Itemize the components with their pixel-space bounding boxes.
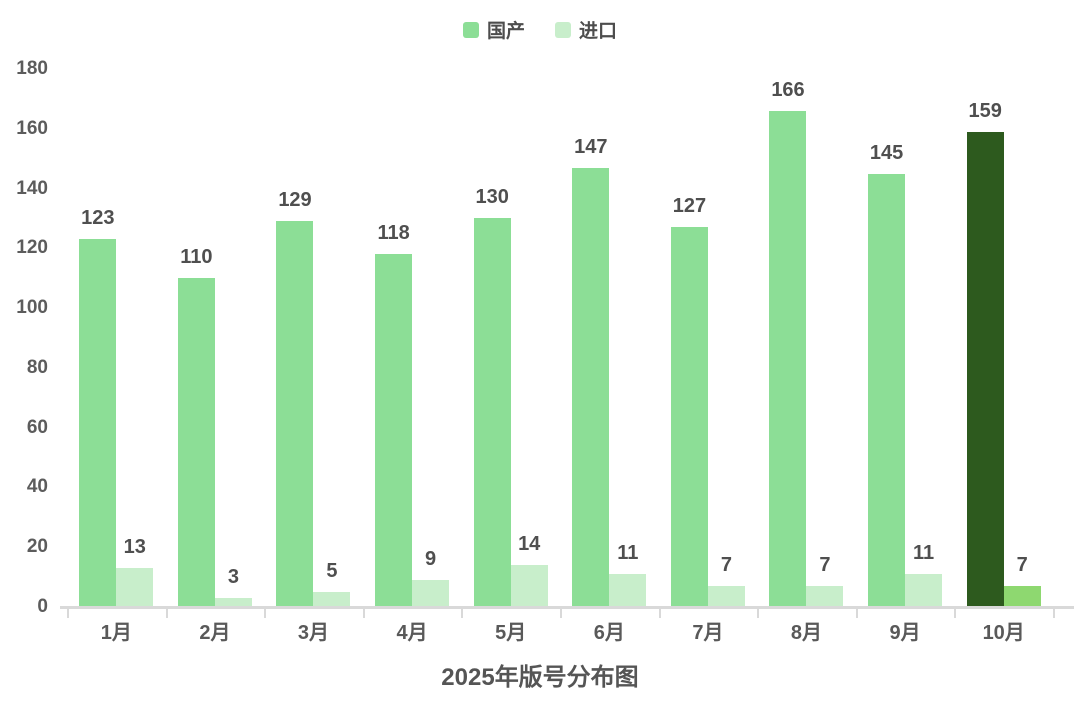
bar-value-label: 7 — [720, 554, 732, 577]
legend-swatch-domestic — [462, 21, 479, 38]
bar-value-label: 147 — [574, 135, 608, 158]
x-axis-tick — [560, 606, 562, 618]
bar-value-label: 129 — [278, 189, 312, 212]
bar-value-label: 159 — [968, 99, 1002, 122]
y-axis-tick-label: 180 — [16, 58, 48, 79]
plot-area: 123 13 110 3 129 5 118 9 130 14 147 11 127 7 166 7 145 11… — [67, 69, 1053, 607]
bar-group-6月: 147 11 — [560, 69, 659, 607]
x-axis-category-label: 9月 — [889, 622, 921, 644]
x-axis-category-label: 3月 — [297, 622, 330, 644]
x-axis-category-label: 7月 — [692, 622, 724, 644]
x-axis-tick — [855, 606, 858, 618]
bar-value-label: 3 — [227, 566, 239, 589]
bar-value-label: 123 — [81, 207, 115, 230]
y-axis-tick-label: 100 — [16, 297, 48, 319]
bar-domestic — [473, 218, 511, 607]
x-axis-tick — [362, 606, 365, 618]
bar-group-9月: 145 11 — [856, 69, 955, 607]
bar-import — [905, 574, 943, 607]
y-axis-tick-label: 0 — [37, 596, 48, 617]
bar-value-label: 14 — [518, 533, 541, 556]
y-axis-tick-label: 20 — [26, 536, 48, 558]
y-axis-tick-label: 140 — [16, 177, 48, 199]
bar-group-5月: 130 14 — [461, 69, 560, 607]
bar-import — [510, 565, 548, 607]
legend-swatch-import — [555, 21, 571, 38]
bar-domestic — [276, 221, 314, 607]
bar-group-7月: 127 7 — [659, 69, 758, 607]
x-axis-tick — [954, 606, 957, 618]
bar-group-8月: 166 7 — [757, 69, 856, 607]
bar-domestic — [375, 254, 413, 607]
y-axis-tick-label: 160 — [16, 117, 48, 139]
y-axis-tick-label: 80 — [26, 356, 48, 378]
y-axis-tick-label: 40 — [26, 476, 48, 498]
bar-domestic — [769, 110, 807, 607]
bar-value-label: 13 — [123, 536, 146, 559]
bar-group-10月: 159 7 — [954, 69, 1053, 607]
bar-value-label: 118 — [377, 222, 410, 245]
bar-group-4月: 118 9 — [363, 69, 462, 607]
legend-label: 国产 — [486, 21, 525, 42]
bar-import — [1003, 586, 1041, 607]
bar-value-label: 130 — [475, 186, 509, 209]
bar-domestic — [572, 167, 610, 607]
x-axis-tick — [264, 606, 267, 618]
bar-value-label: 5 — [326, 560, 338, 583]
bar-group-2月: 110 3 — [166, 69, 265, 607]
y-axis-tick-label: 60 — [26, 416, 48, 438]
bar-import — [214, 598, 252, 607]
bar-value-label: 7 — [819, 554, 831, 577]
bar-group-1月: 123 13 — [67, 69, 166, 607]
x-axis-category-label: 10月 — [982, 622, 1025, 644]
legend-item-import[interactable]: 进口 — [555, 16, 617, 43]
x-axis-line — [60, 606, 1074, 609]
chart-title: 2025年版号分布图 — [441, 664, 639, 691]
legend-item-domestic[interactable]: 国产 — [462, 16, 525, 43]
bar-value-label: 166 — [771, 78, 805, 101]
x-axis-tick — [757, 606, 760, 618]
x-axis-tick — [165, 606, 168, 618]
x-axis-tick — [658, 606, 661, 618]
x-axis-category-label: 4月 — [396, 622, 428, 644]
x-axis-tick — [1053, 606, 1055, 618]
bar-import — [313, 592, 351, 607]
bar-import — [412, 580, 450, 607]
bar-domestic — [79, 239, 117, 607]
bar-value-label: 11 — [617, 542, 639, 565]
legend: 国产 进口 — [0, 16, 1080, 43]
legend-label: 进口 — [579, 21, 618, 42]
x-axis-tick — [67, 606, 69, 618]
bar-value-label: 9 — [425, 548, 437, 571]
bar-import — [609, 574, 647, 607]
x-axis-category-label: 6月 — [593, 622, 625, 644]
bar-import — [116, 568, 154, 607]
x-axis-tick — [461, 606, 464, 618]
bar-domestic — [868, 173, 906, 607]
x-axis-category-label: 5月 — [495, 622, 527, 644]
x-axis-category-label: 8月 — [790, 622, 823, 644]
bar-value-label: 11 — [913, 542, 935, 565]
x-axis-category-label: 1月 — [100, 622, 132, 644]
bar-domestic — [670, 227, 708, 607]
y-axis-tick-label: 120 — [16, 237, 48, 259]
bar-value-label: 7 — [1016, 554, 1028, 577]
bar-value-label: 110 — [180, 246, 213, 269]
bar-import — [707, 586, 745, 607]
bar-import — [806, 586, 844, 607]
bar-value-label: 127 — [672, 195, 707, 218]
bar-value-label: 145 — [869, 141, 904, 164]
bar-group-3月: 129 5 — [264, 69, 363, 607]
bar-domestic — [177, 278, 215, 607]
x-axis-category-label: 2月 — [199, 622, 231, 644]
bar-domestic — [966, 131, 1004, 607]
